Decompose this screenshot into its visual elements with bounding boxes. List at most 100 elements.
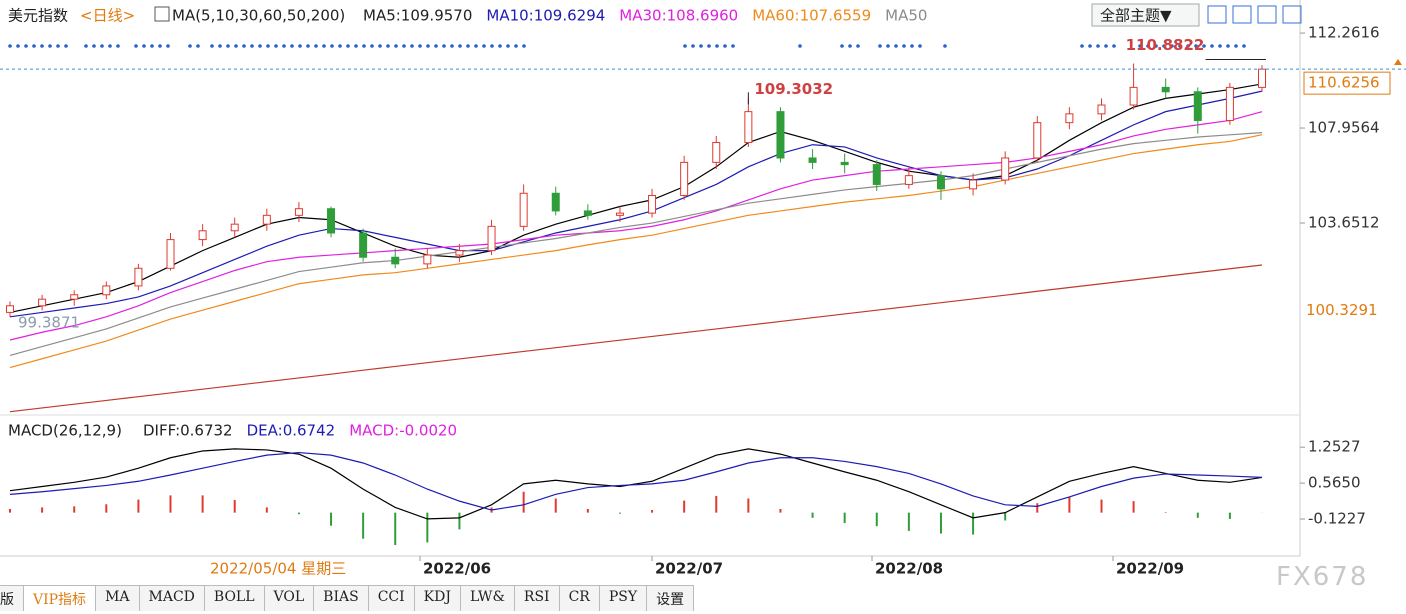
last-price-label: 110.6256 [1308,74,1380,92]
candle-body [583,210,592,216]
tab[interactable]: VIP指标 [24,585,97,611]
signal-dot [1242,44,1246,48]
signal-dot [514,44,518,48]
signal-dot [798,44,802,48]
signal-dot [314,44,318,48]
signal-dot [482,44,486,48]
signal-dot [848,44,852,48]
candle-body [262,214,271,225]
icon[interactable] [1232,5,1252,24]
signal-dot [522,44,526,48]
signal-dot [56,44,60,48]
tab[interactable]: VOL [264,585,315,611]
signal-dot [362,44,366,48]
legend-entry: MA60:107.6559 [752,7,871,25]
candle-body [166,239,175,269]
signal-dot [1154,44,1158,48]
x-tick-label: 2022/07 [655,560,723,578]
signal-dot [218,44,222,48]
signal-dot [474,44,478,48]
candle-body [551,192,560,212]
price-marker-label: 100.3291 [1306,301,1378,319]
signal-dot [731,44,735,48]
y-tick-label: 103.6512 [1308,214,1380,232]
tab[interactable]: BOLL [204,585,265,611]
y-tick-label: 0.5650 [1308,474,1361,492]
signal-dot [306,44,310,48]
period: <日线> [80,7,135,25]
signal-dot [322,44,326,48]
low-label: 99.3871 [18,314,80,332]
x-tick-label: 2022/09 [1116,560,1184,578]
toolbar-icons[interactable] [1207,5,1302,24]
tab[interactable]: MA [96,585,140,611]
indicator-tabs: 版 VIP指标 MA MACD BOLL VOL BIAS CCI KDJ LW& RSI CR PSY… [0,585,695,611]
icon[interactable] [1207,5,1227,24]
signal-dot [16,44,20,48]
last-price-box [1303,71,1391,95]
signal-dot [234,44,238,48]
tab[interactable]: 设置 [647,585,695,611]
tab[interactable]: LW& [460,585,515,611]
legend-entry: MA5:109.9570 [363,7,472,25]
signal-dot [330,44,334,48]
candle-body [230,223,239,232]
signal-dot [226,44,230,48]
tab[interactable]: RSI [514,585,560,611]
signal-dot [24,44,28,48]
ma-line [9,90,1263,318]
signal-dot [490,44,494,48]
signal-dot [250,44,254,48]
tab[interactable]: 版 [0,585,24,611]
candle-body [455,250,464,256]
candle-body [134,267,143,287]
signal-dot [699,44,703,48]
signal-dot [242,44,246,48]
theme-button[interactable] [1091,3,1200,27]
signal-dot [188,44,192,48]
candle-body [808,157,817,163]
signal-dot [498,44,502,48]
candle-body [648,194,657,214]
theme-button-label[interactable]: 全部主题▼ [1100,7,1172,25]
tab[interactable]: PSY [599,585,648,611]
candle-body [904,175,913,185]
ma-title: MA(5,10,30,60,50,200) [172,7,345,25]
x-tick-label: 2022/08 [875,560,943,578]
signal-dot [290,44,294,48]
signal-dot [134,44,138,48]
signal-dot [683,44,687,48]
candle-body [776,111,785,159]
high-label: 109.3032 [754,80,833,98]
signal-dot [1218,44,1222,48]
tab[interactable]: CCI [368,585,415,611]
legend-entry: MA10:109.6294 [486,7,605,25]
candle-body [744,111,753,144]
signal-dot [1186,44,1190,48]
signal-dot [1080,44,1084,48]
tab[interactable]: KDJ [414,585,461,611]
candle-body [38,298,47,307]
chart-title: 美元指数 [8,7,68,25]
macd-legend: DIFF:0.6732 [143,422,233,440]
signal-dot [1146,44,1150,48]
tab[interactable]: BIAS [314,585,369,611]
signal-dot [8,44,12,48]
ma-line [9,111,1263,341]
signal-dot [1088,44,1092,48]
signal-dot [92,44,96,48]
signal-dot [1194,44,1198,48]
price-arrow [1394,59,1402,65]
signal-dot [902,44,906,48]
candle-body [359,232,368,258]
signal-dot [84,44,88,48]
signal-dot [418,44,422,48]
signal-dot [386,44,390,48]
tab[interactable]: MACD [139,585,205,611]
ma-icon[interactable] [154,6,170,22]
icon[interactable] [1257,5,1277,24]
tab[interactable]: CR [559,585,600,611]
icon[interactable] [1282,5,1302,24]
signal-dot [142,44,146,48]
